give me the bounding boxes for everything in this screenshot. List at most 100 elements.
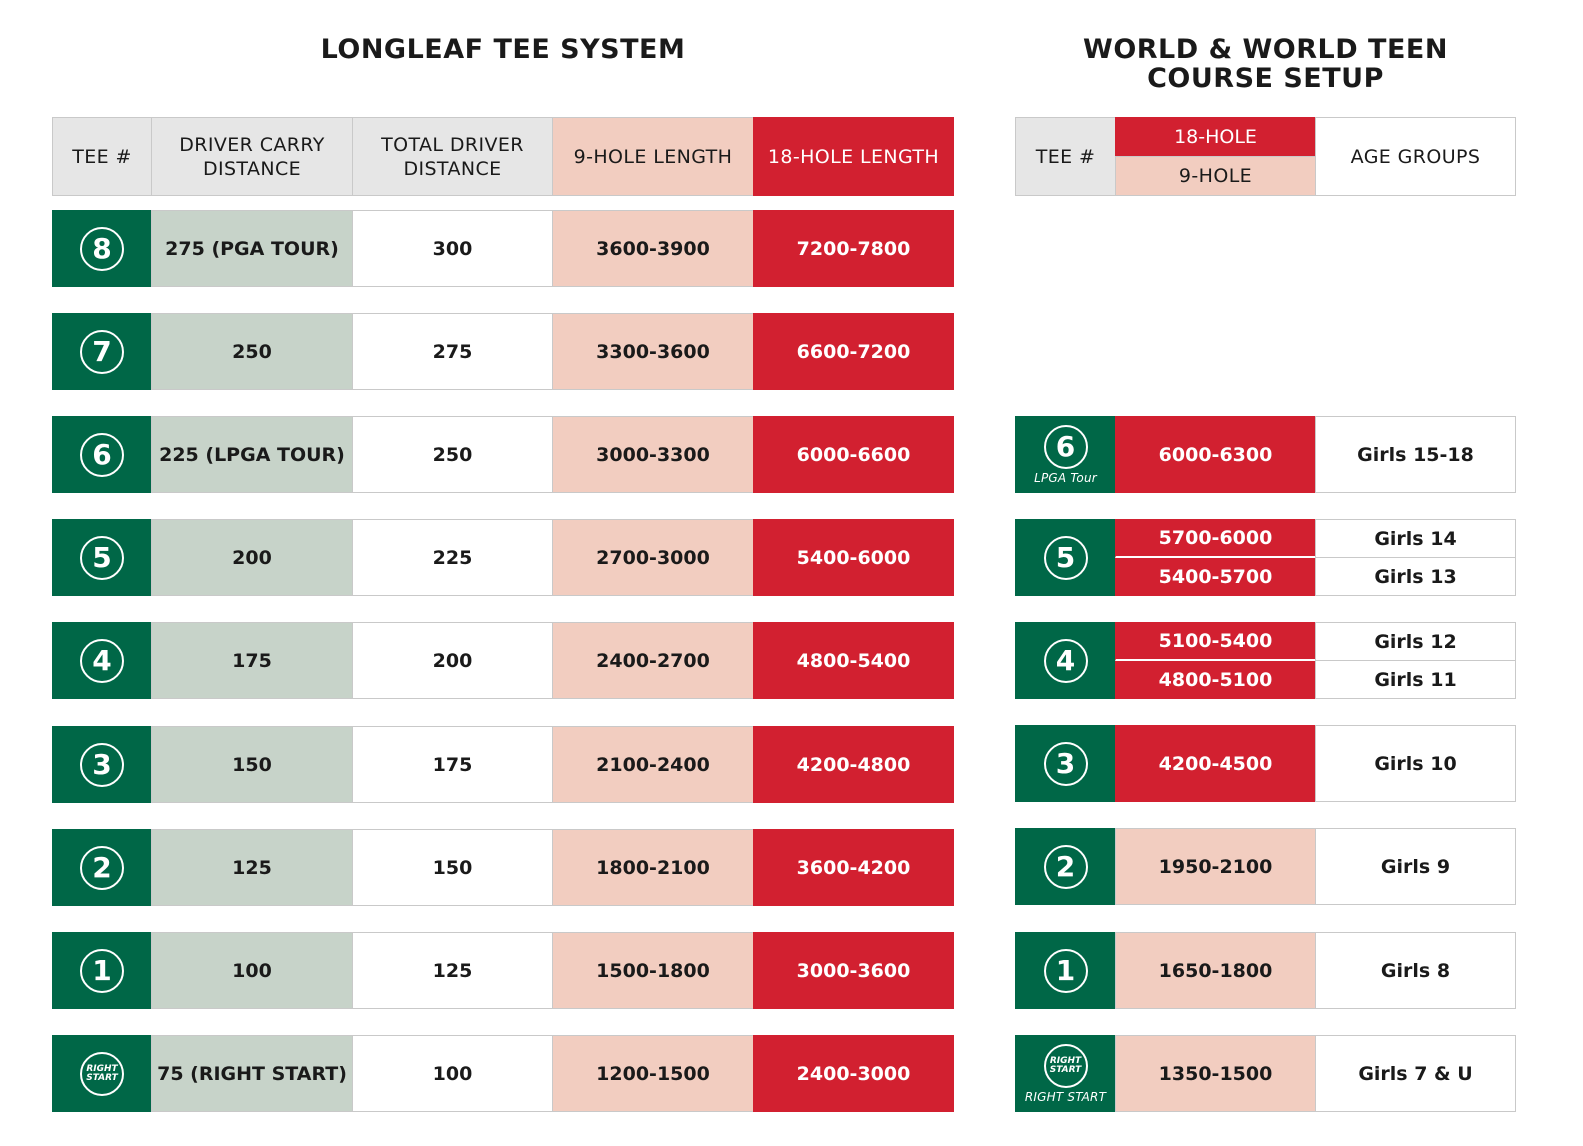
lpga-tour-label: LPGA Tour [1034,470,1097,485]
right-tee-3: 3 [1015,725,1116,802]
right-length-tee-2: 1950-2100 [1115,828,1316,905]
tee-4-icon: 4 [1043,638,1088,683]
tee-1-icon: 1 [80,948,124,993]
left-carry-tee-5: 200 [151,519,353,596]
left-carry-tee-2: 125 [151,829,353,906]
right-length-tee-6: 6000-6300 [1115,416,1316,493]
left-total-tee-8: 300 [352,210,553,287]
header-9-hole: 9-HOLE LENGTH [552,117,754,196]
tee-1-icon: 1 [1043,948,1088,993]
right-header-age-groups: AGE GROUPS [1315,117,1516,196]
left-eighteen-tee-1: 3000-3600 [753,932,954,1009]
right-start-logo-l1: RIGHT [86,1063,118,1074]
left-nine-tee-right-start: 1200-1500 [552,1035,754,1112]
tee-5-icon: 5 [1043,535,1088,580]
right-length-tee-4a: 5100-5400 [1115,622,1316,661]
right-age-tee-5a: Girls 14 [1315,519,1516,558]
right-start-label: RIGHT START [1024,1089,1107,1104]
left-carry-tee-4: 175 [151,622,353,699]
right-start-logo-icon: RIGHT START [1043,1043,1088,1088]
left-tee-tee-4: 4 [52,622,152,699]
longleaf-title: LONGLEAF TEE SYSTEM [320,34,686,65]
right-length-tee-4b: 4800-5100 [1115,661,1316,699]
left-total-tee-6: 250 [352,416,553,493]
left-tee-tee-right-start: RIGHT START [52,1035,152,1112]
left-carry-tee-8: 275 (PGA TOUR) [151,210,353,287]
left-nine-tee-2: 1800-2100 [552,829,754,906]
right-tee-2: 2 [1015,828,1116,905]
right-header-tee: TEE # [1015,117,1116,196]
world-title: WORLD & WORLD TEEN COURSE SETUP [1015,35,1516,93]
left-nine-tee-3: 2100-2400 [552,726,754,803]
header-18-hole: 18-HOLE LENGTH [753,117,954,196]
right-length-tee-5a: 5700-6000 [1115,519,1316,558]
right-age-tee-4a: Girls 12 [1315,622,1516,661]
right-start-logo-l2: START [1049,1064,1082,1075]
left-nine-tee-6: 3000-3300 [552,416,754,493]
left-total-tee-5: 225 [352,519,553,596]
tee-8-icon: 8 [80,226,124,271]
left-total-tee-7: 275 [352,313,553,390]
right-tee-1: 1 [1015,932,1116,1009]
left-eighteen-tee-6: 6000-6600 [753,416,954,493]
right-age-tee-2: Girls 9 [1315,828,1516,905]
tee-6-icon: 6 [80,432,124,477]
header-driver-carry-l2: DISTANCE [202,157,302,180]
right-tee-6: 6 LPGA Tour [1015,416,1116,493]
left-total-tee-1: 125 [352,932,553,1009]
right-start-logo-l1: RIGHT [1049,1055,1082,1066]
right-length-tee-5b: 5400-5700 [1115,558,1316,596]
tee-3-icon: 3 [80,742,124,787]
left-total-tee-3: 175 [352,726,553,803]
left-carry-tee-3: 150 [151,726,353,803]
left-carry-tee-7: 250 [151,313,353,390]
left-nine-tee-5: 2700-3000 [552,519,754,596]
left-eighteen-tee-4: 4800-5400 [753,622,954,699]
tee-2-icon: 2 [1043,844,1088,889]
header-tee: TEE # [52,117,152,196]
left-nine-tee-4: 2400-2700 [552,622,754,699]
left-tee-tee-2: 2 [52,829,152,906]
left-carry-tee-1: 100 [151,932,353,1009]
right-header-9-hole: 9-HOLE [1115,156,1316,196]
right-age-right-start: Girls 7 & U [1315,1035,1516,1112]
tee-6-icon: 6 [1043,424,1088,469]
left-tee-tee-8: 8 [52,210,152,287]
left-tee-tee-3: 3 [52,726,152,803]
right-length-right-start: 1350-1500 [1115,1035,1316,1112]
left-eighteen-tee-3: 4200-4800 [753,726,954,803]
left-nine-tee-8: 3600-3900 [552,210,754,287]
left-tee-tee-6: 6 [52,416,152,493]
left-tee-tee-5: 5 [52,519,152,596]
right-tee-right-start: RIGHT START RIGHT START [1015,1035,1116,1112]
right-start-logo-l2: START [86,1072,118,1083]
left-total-tee-4: 200 [352,622,553,699]
left-nine-tee-1: 1500-1800 [552,932,754,1009]
header-total-driver: TOTAL DRIVER DISTANCE [352,117,553,196]
tee-4-icon: 4 [80,638,124,683]
tee-5-icon: 5 [80,535,124,580]
left-eighteen-tee-2: 3600-4200 [753,829,954,906]
right-length-tee-1: 1650-1800 [1115,932,1316,1009]
right-header-18-hole: 18-HOLE [1115,117,1316,157]
right-age-tee-6: Girls 15-18 [1315,416,1516,493]
right-age-tee-1: Girls 8 [1315,932,1516,1009]
left-carry-tee-6: 225 (LPGA TOUR) [151,416,353,493]
left-tee-tee-1: 1 [52,932,152,1009]
left-eighteen-tee-right-start: 2400-3000 [753,1035,954,1112]
tee-2-icon: 2 [80,845,124,890]
world-title-line2: COURSE SETUP [1147,63,1384,94]
header-total-driver-l1: TOTAL DRIVER [381,133,524,156]
tee-7-icon: 7 [80,329,124,374]
right-age-tee-4b: Girls 11 [1315,660,1516,699]
right-tee-4: 4 [1015,622,1116,699]
right-start-logo-icon: RIGHT START [80,1051,124,1096]
header-driver-carry-l1: DRIVER CARRY [179,133,325,156]
header-driver-carry: DRIVER CARRY DISTANCE [151,117,353,196]
left-eighteen-tee-5: 5400-6000 [753,519,954,596]
header-total-driver-l2: DISTANCE [403,157,502,180]
right-age-tee-5b: Girls 13 [1315,557,1516,596]
right-age-tee-3: Girls 10 [1315,725,1516,802]
world-title-line1: WORLD & WORLD TEEN [1083,34,1448,65]
right-length-tee-3: 4200-4500 [1115,725,1316,802]
